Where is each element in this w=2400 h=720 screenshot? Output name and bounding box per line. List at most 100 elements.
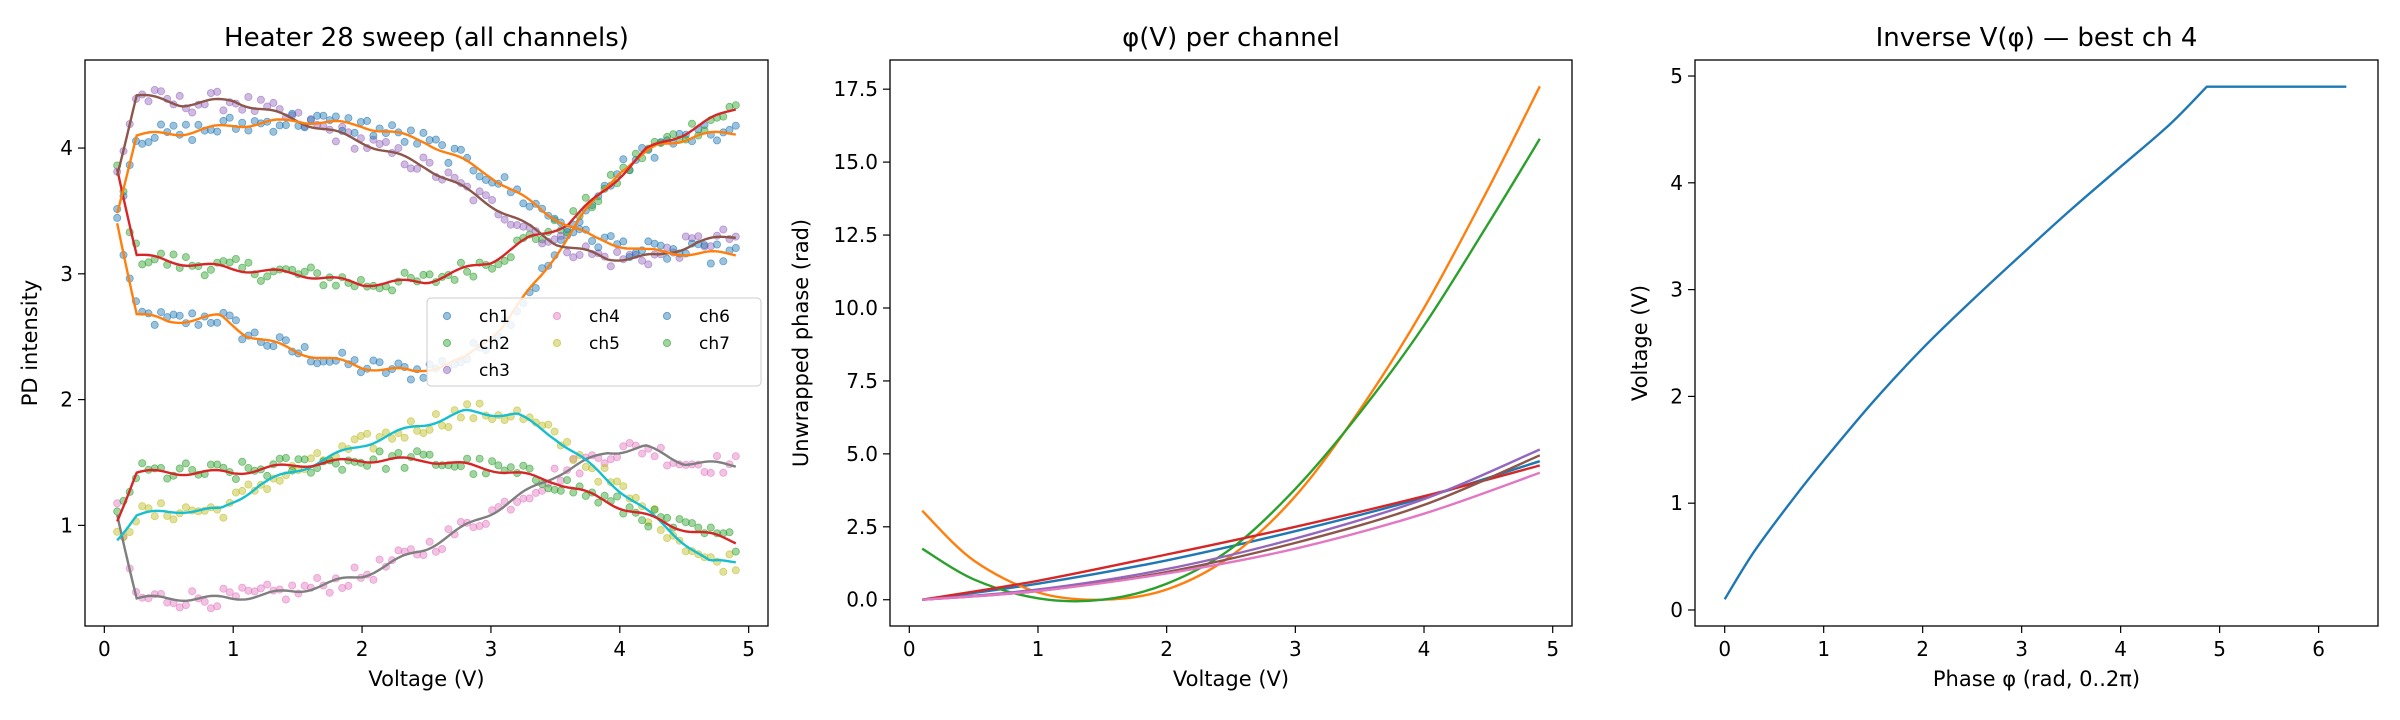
- data-point: [569, 207, 578, 216]
- data-point: [394, 448, 403, 457]
- axes-2: 0 1 2 3 4 5 0.0 2.5 5.0 7.5 10.0 12.5 15.0 17.5 φ(V) p…: [789, 23, 1573, 691]
- data-point: [694, 232, 703, 241]
- y-axis-label: Voltage (V): [1628, 285, 1652, 401]
- data-point: [663, 254, 672, 263]
- y-tick-label: 4: [60, 136, 73, 160]
- data-point: [650, 505, 659, 514]
- data-point: [213, 127, 222, 136]
- data-point: [469, 470, 478, 479]
- data-point: [256, 95, 265, 104]
- data-point: [238, 457, 247, 466]
- data-point: [275, 333, 284, 342]
- data-point: [681, 547, 690, 556]
- data-point: [450, 144, 459, 153]
- legend-label: ch6: [699, 307, 730, 327]
- data-point: [563, 248, 572, 257]
- data-point: [338, 584, 347, 593]
- data-point: [463, 267, 472, 276]
- data-point: [713, 240, 722, 249]
- data-point: [394, 546, 403, 555]
- x-axis-label: Phase φ (rad, 0..2π): [1933, 667, 2140, 691]
- fit-line-ch3: [116, 93, 736, 262]
- data-point: [488, 457, 497, 466]
- data-point: [581, 193, 590, 202]
- data-point: [413, 447, 422, 456]
- data-point: [188, 108, 197, 117]
- data-point: [644, 518, 653, 527]
- data-point: [313, 574, 322, 583]
- data-point: [713, 451, 722, 460]
- series-line-4: [922, 464, 1541, 601]
- data-point: [688, 519, 697, 528]
- data-point: [275, 121, 284, 130]
- series-line-6: [922, 454, 1541, 601]
- data-point: [156, 87, 165, 96]
- data-point: [419, 153, 428, 162]
- data-point: [425, 270, 434, 279]
- series-line-5: [922, 448, 1541, 601]
- x-tick-label: 0: [903, 637, 916, 661]
- data-point: [313, 111, 322, 120]
- data-point: [438, 545, 447, 554]
- data-point: [363, 429, 372, 438]
- data-point: [200, 271, 209, 280]
- data-point: [488, 195, 497, 204]
- series-line-7: [922, 471, 1541, 601]
- data-point: [363, 116, 372, 125]
- data-point: [475, 172, 484, 181]
- data-point: [181, 459, 190, 468]
- data-point: [225, 113, 234, 122]
- data-point: [469, 166, 478, 175]
- data-point: [313, 269, 322, 278]
- legend-label: ch4: [589, 307, 620, 327]
- data-point: [563, 476, 572, 485]
- y-tick-label: 12.5: [833, 223, 878, 247]
- data-point: [156, 120, 165, 129]
- data-point: [500, 173, 509, 182]
- data-point: [563, 437, 572, 446]
- data-point: [475, 187, 484, 196]
- data-point: [206, 318, 215, 327]
- data-point: [400, 268, 409, 277]
- data-point: [419, 450, 428, 459]
- data-point: [369, 131, 378, 140]
- y-tick-label: 10.0: [833, 296, 878, 320]
- data-point: [381, 464, 390, 473]
- data-point: [613, 477, 622, 486]
- data-point: [688, 234, 697, 243]
- data-point: [325, 588, 334, 597]
- data-point: [306, 468, 315, 477]
- x-tick-label: 0: [98, 637, 111, 661]
- data-point: [206, 89, 215, 98]
- data-point: [238, 486, 247, 495]
- fit-line-ch6: [116, 118, 737, 257]
- data-point: [500, 256, 509, 265]
- data-point: [569, 488, 578, 497]
- data-point: [488, 264, 497, 273]
- data-point: [194, 320, 203, 329]
- data-point: [238, 118, 247, 127]
- data-point: [475, 454, 484, 463]
- data-point: [219, 584, 228, 593]
- axes-frame: [1694, 59, 2379, 627]
- y-tick-label: 5: [1670, 64, 1683, 88]
- data-point: [350, 144, 359, 153]
- data-point: [319, 281, 328, 290]
- data-point: [144, 138, 153, 147]
- data-point: [506, 463, 515, 472]
- data-point: [375, 447, 384, 456]
- data-point: [281, 336, 290, 345]
- data-point: [469, 196, 478, 205]
- data-point: [338, 465, 347, 474]
- data-point: [225, 258, 234, 267]
- data-point: [663, 513, 672, 522]
- data-point: [688, 119, 697, 128]
- x-tick-label: 1: [1032, 637, 1045, 661]
- data-point: [644, 260, 653, 269]
- y-tick-label: 1: [60, 513, 73, 537]
- plot-area: [1723, 85, 2347, 600]
- data-point: [569, 455, 578, 464]
- data-point: [525, 464, 534, 473]
- x-tick-label: 5: [1546, 637, 1559, 661]
- data-point: [719, 225, 728, 234]
